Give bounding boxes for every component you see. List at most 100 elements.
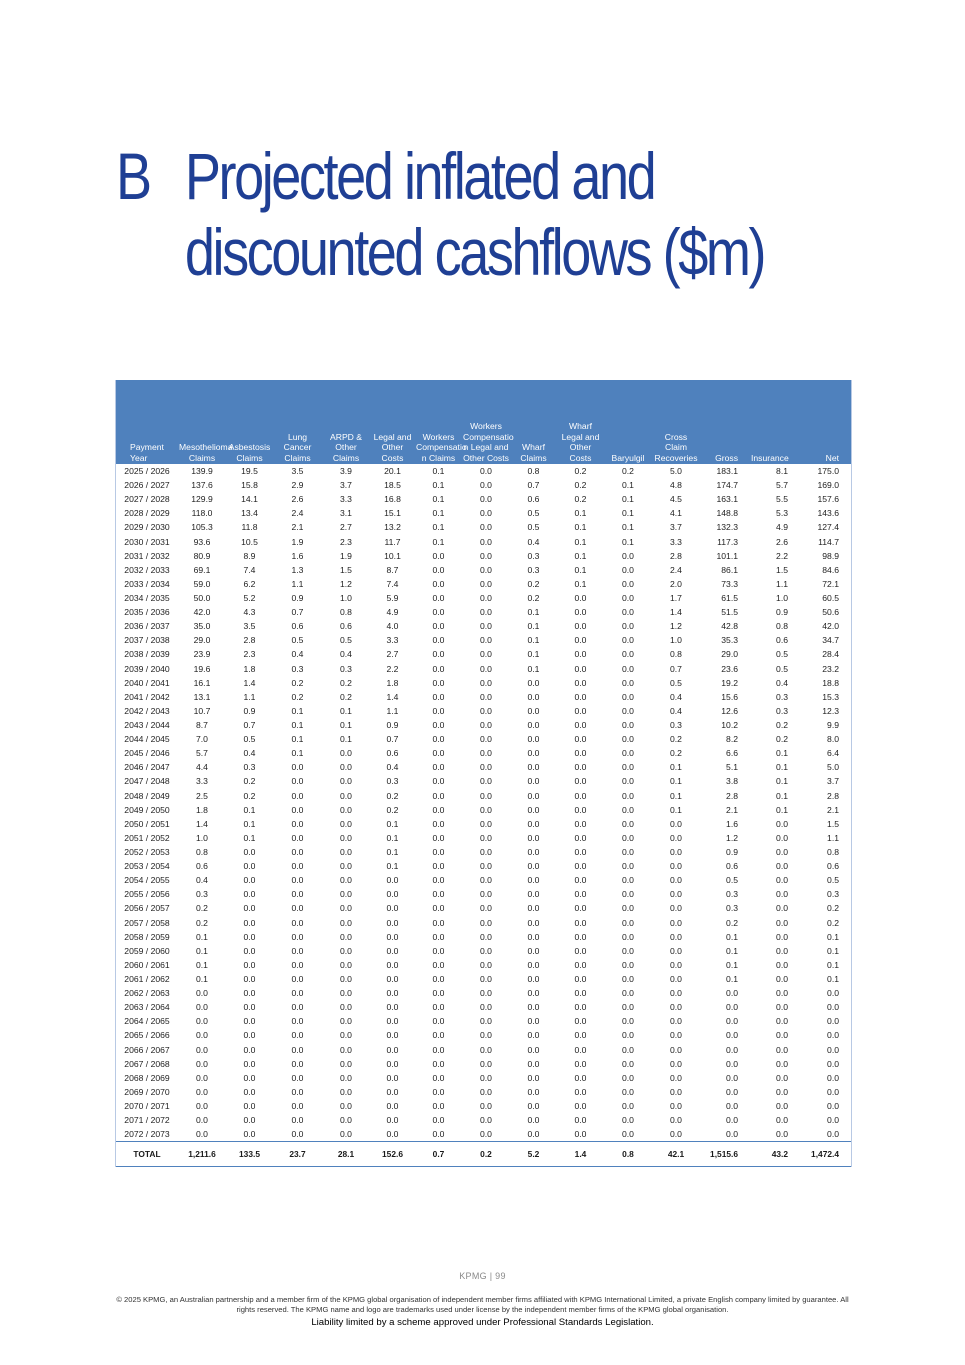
table-cell: 23.9 <box>193 649 211 660</box>
table-cell: 0.7 <box>243 720 256 731</box>
total-cell: 28.1 <box>322 1141 370 1168</box>
table-cell: 0.0 <box>432 621 445 632</box>
table-row: 2069 / 2070 0.0 0.0 0.0 0.0 0.0 0.0 0.0 0.0 0.0 0.… <box>116 1085 851 1099</box>
table-cell: 18.8 <box>822 677 839 688</box>
table-cell: 0.0 <box>622 762 634 773</box>
total-cell: 1.4 <box>557 1141 604 1168</box>
table-cell: 0.0 <box>340 988 352 999</box>
table-cell: 0.3 <box>726 903 738 914</box>
payment-year-cell: 2057 / 2058 <box>124 917 170 928</box>
table-cell: 0.1 <box>196 959 208 970</box>
table-cell: 0.0 <box>622 1058 634 1069</box>
table-cell: 0.0 <box>622 903 634 914</box>
table-cell: 0.1 <box>827 931 839 942</box>
table-cell: 10.5 <box>241 536 258 547</box>
table-cell: 0.0 <box>480 1086 492 1097</box>
table-cell: 0.0 <box>574 720 587 731</box>
table-cell: 2.7 <box>386 649 399 660</box>
table-cell: 0.0 <box>243 1044 256 1055</box>
table-cell: 0.0 <box>574 1002 587 1013</box>
table-cell: 0.0 <box>622 691 634 702</box>
payment-year-cell: 2055 / 2056 <box>124 889 170 900</box>
table-cell: 0.1 <box>622 494 634 505</box>
table-cell: 42.0 <box>193 607 211 618</box>
table-cell: 0.0 <box>480 1072 492 1083</box>
table-cell: 0.0 <box>527 1129 540 1140</box>
table-cell: 0.5 <box>776 663 788 674</box>
table-cell: 0.0 <box>432 748 445 759</box>
total-cell: 0.2 <box>462 1141 510 1168</box>
table-cell: 0.0 <box>776 1072 788 1083</box>
table-cell: 0.6 <box>527 494 540 505</box>
table-cell: 0.0 <box>622 1115 634 1126</box>
table-cell: 0.0 <box>726 1016 738 1027</box>
table-cell: 0.0 <box>432 903 445 914</box>
table-cell: 29.0 <box>193 635 211 646</box>
table-cell: 0.8 <box>776 621 788 632</box>
table-cell: 0.3 <box>670 720 682 731</box>
table-cell: 183.1 <box>716 466 738 477</box>
table-cell: 0.0 <box>480 522 492 533</box>
table-cell: 132.3 <box>716 522 738 533</box>
table-cell: 3.5 <box>243 621 256 632</box>
table-row: 2055 / 2056 0.3 0.0 0.0 0.0 0.0 0.0 0.0 0.0 0.0 0.… <box>116 887 851 901</box>
table-cell: 105.3 <box>191 522 213 533</box>
table-cell: 0.0 <box>670 1115 682 1126</box>
table-cell: 0.0 <box>622 1072 634 1083</box>
table-cell: 0.0 <box>432 607 445 618</box>
table-cell: 0.0 <box>291 1002 304 1013</box>
table-cell: 0.0 <box>827 1115 839 1126</box>
table-cell: 0.0 <box>340 847 352 857</box>
table-cell: 1.0 <box>196 832 208 843</box>
table-cell: 0.0 <box>340 889 352 900</box>
table-cell: 4.4 <box>196 762 208 773</box>
table-cell: 0.0 <box>480 889 492 900</box>
table-cell: 20.1 <box>384 466 401 477</box>
table-cell: 1.5 <box>340 564 352 575</box>
column-header: Legal and Other Costs <box>370 380 415 464</box>
table-cell: 11.8 <box>241 522 258 533</box>
table-cell: 0.6 <box>386 748 399 759</box>
table-cell: 0.0 <box>670 889 682 900</box>
table-cell: 0.0 <box>776 861 788 872</box>
table-cell: 0.1 <box>527 663 540 674</box>
table-cell: 139.9 <box>191 466 213 477</box>
table-cell: 1.2 <box>670 621 682 632</box>
table-cell: 0.2 <box>622 466 634 477</box>
table-cell: 127.4 <box>817 522 839 533</box>
table-cell: 175.0 <box>817 466 839 477</box>
table-cell: 0.0 <box>574 607 587 618</box>
table-cell: 0.3 <box>386 776 399 787</box>
total-cell: 0.7 <box>415 1141 462 1168</box>
table-cell: 101.1 <box>716 550 738 561</box>
table-cell: 0.0 <box>527 748 540 759</box>
table-row: 2045 / 2046 5.7 0.4 0.1 0.0 0.6 0.0 0.0 0.0 0.0 0.… <box>116 746 851 760</box>
table-cell: 0.0 <box>527 691 540 702</box>
table-cell: 0.0 <box>574 959 587 970</box>
table-cell: 0.0 <box>480 480 492 491</box>
table-cell: 0.0 <box>574 917 587 928</box>
table-cell: 0.0 <box>432 875 445 886</box>
payment-year-cell: 2031 / 2032 <box>124 550 170 561</box>
table-cell: 0.0 <box>196 1002 208 1013</box>
table-row: 2064 / 2065 0.0 0.0 0.0 0.0 0.0 0.0 0.0 0.0 0.0 0.… <box>116 1014 851 1028</box>
table-cell: 0.0 <box>432 988 445 999</box>
column-header: Net <box>800 380 851 464</box>
payment-year-cell: 2052 / 2053 <box>124 847 170 857</box>
total-cell: 1,515.6 <box>700 1141 750 1168</box>
table-total-row: TOTAL 1,211.6 133.5 23.7 28.1 152.6 0.7 0.2 5.2 1… <box>116 1141 851 1168</box>
table-cell: 0.6 <box>827 861 839 872</box>
section-title-line-2: discounted cashflows ($m) <box>184 215 767 289</box>
table-cell: 0.1 <box>574 508 587 519</box>
table-cell: 61.5 <box>721 593 738 604</box>
table-cell: 0.2 <box>196 903 208 914</box>
table-cell: 0.0 <box>340 931 352 942</box>
table-row: 2036 / 2037 35.0 3.5 0.6 0.6 4.0 0.0 0.0 0.1 0.0 0… <box>116 619 851 633</box>
table-cell: 0.0 <box>243 903 256 914</box>
table-cell: 6.2 <box>243 578 256 589</box>
payment-year-cell: 2066 / 2067 <box>124 1044 170 1055</box>
table-cell: 0.0 <box>670 988 682 999</box>
table-cell: 0.0 <box>726 1058 738 1069</box>
table-cell: 0.0 <box>622 959 634 970</box>
table-cell: 0.0 <box>340 832 352 843</box>
